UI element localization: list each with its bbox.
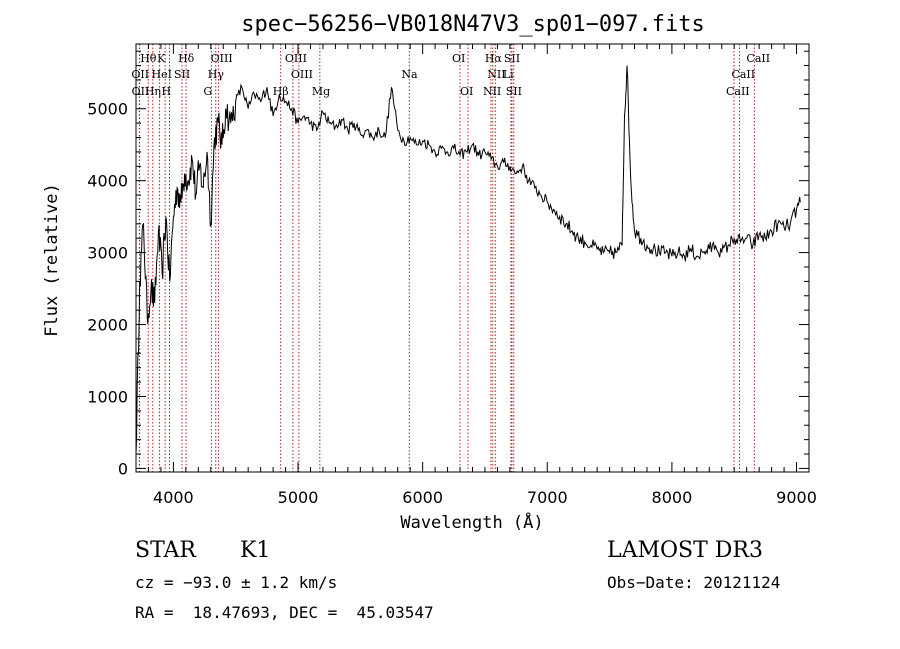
y-axis: 0 1000 2000 3000 4000 5000	[87, 50, 809, 478]
marker-label-19: Hη	[145, 85, 161, 98]
marker-label-21: G	[203, 85, 212, 98]
observation-date: Obs−Date: 20121124	[607, 573, 781, 592]
marker-label-15: NII	[487, 68, 505, 81]
object-subclass: K1	[240, 538, 271, 563]
x-tick-label-0: 4000	[153, 488, 194, 507]
marker-label-27: CaII	[726, 85, 750, 98]
x-tick-label-3: 7000	[527, 488, 568, 507]
marker-label-1: K	[157, 52, 166, 65]
marker-label-26: SII	[506, 85, 522, 98]
y-tick-label-3: 3000	[87, 244, 128, 263]
y-tick-label-0: 0	[118, 459, 128, 478]
marker-label-0: Hθ	[140, 52, 157, 65]
marker-label-16: Li	[503, 68, 514, 81]
x-tick-label-4: 8000	[652, 488, 693, 507]
marker-label-12: Hγ	[208, 68, 225, 81]
redshift-cz: cz = −93.0 ± 1.2 km/s	[135, 573, 338, 592]
object-class: STAR	[135, 538, 196, 563]
marker-label-22: Hβ	[273, 85, 289, 98]
y-tick-label-2: 2000	[87, 316, 128, 335]
marker-label-4: OIII	[285, 52, 307, 65]
y-tick-label-1: 1000	[87, 387, 128, 406]
spectrum-line	[135, 65, 801, 455]
marker-label-17: CaII	[731, 68, 755, 81]
marker-label-25: NII	[483, 85, 501, 98]
x-tick-label-2: 6000	[402, 488, 443, 507]
y-tick-label-4: 4000	[87, 172, 128, 191]
plot-frame	[135, 43, 810, 473]
y-axis-label: Flux (relative)	[42, 183, 62, 337]
marker-label-20: H	[162, 85, 172, 98]
x-axis: 4000 5000 6000 7000 8000 9000	[147, 44, 817, 507]
marker-label-13: OIII	[291, 68, 313, 81]
marker-label-7: SII	[504, 52, 520, 65]
y-tick-label-5: 5000	[87, 100, 128, 119]
marker-label-11: SII	[174, 68, 190, 81]
marker-label-2: Hδ	[178, 52, 195, 65]
chart-title: spec−56256−VB018N47V3_sp01−097.fits	[241, 12, 705, 37]
marker-label-24: OI	[460, 85, 473, 98]
spectrum-series	[135, 65, 801, 455]
marker-label-9: OII	[131, 68, 149, 81]
marker-label-6: Hα	[485, 52, 503, 65]
x-axis-label: Wavelength (Å)	[400, 511, 543, 533]
ra-dec-coordinates: RA = 18.47693, DEC = 45.03547	[135, 603, 434, 622]
marker-label-3: OIII	[211, 52, 233, 65]
marker-label-14: Na	[401, 68, 418, 81]
survey-name: LAMOST DR3	[607, 538, 763, 563]
marker-label-8: CaII	[746, 52, 770, 65]
marker-label-5: OI	[452, 52, 465, 65]
x-tick-label-5: 9000	[776, 488, 817, 507]
marker-label-10: HeI	[152, 68, 172, 81]
marker-label-23: Mg	[312, 85, 330, 98]
x-tick-label-1: 5000	[278, 488, 319, 507]
